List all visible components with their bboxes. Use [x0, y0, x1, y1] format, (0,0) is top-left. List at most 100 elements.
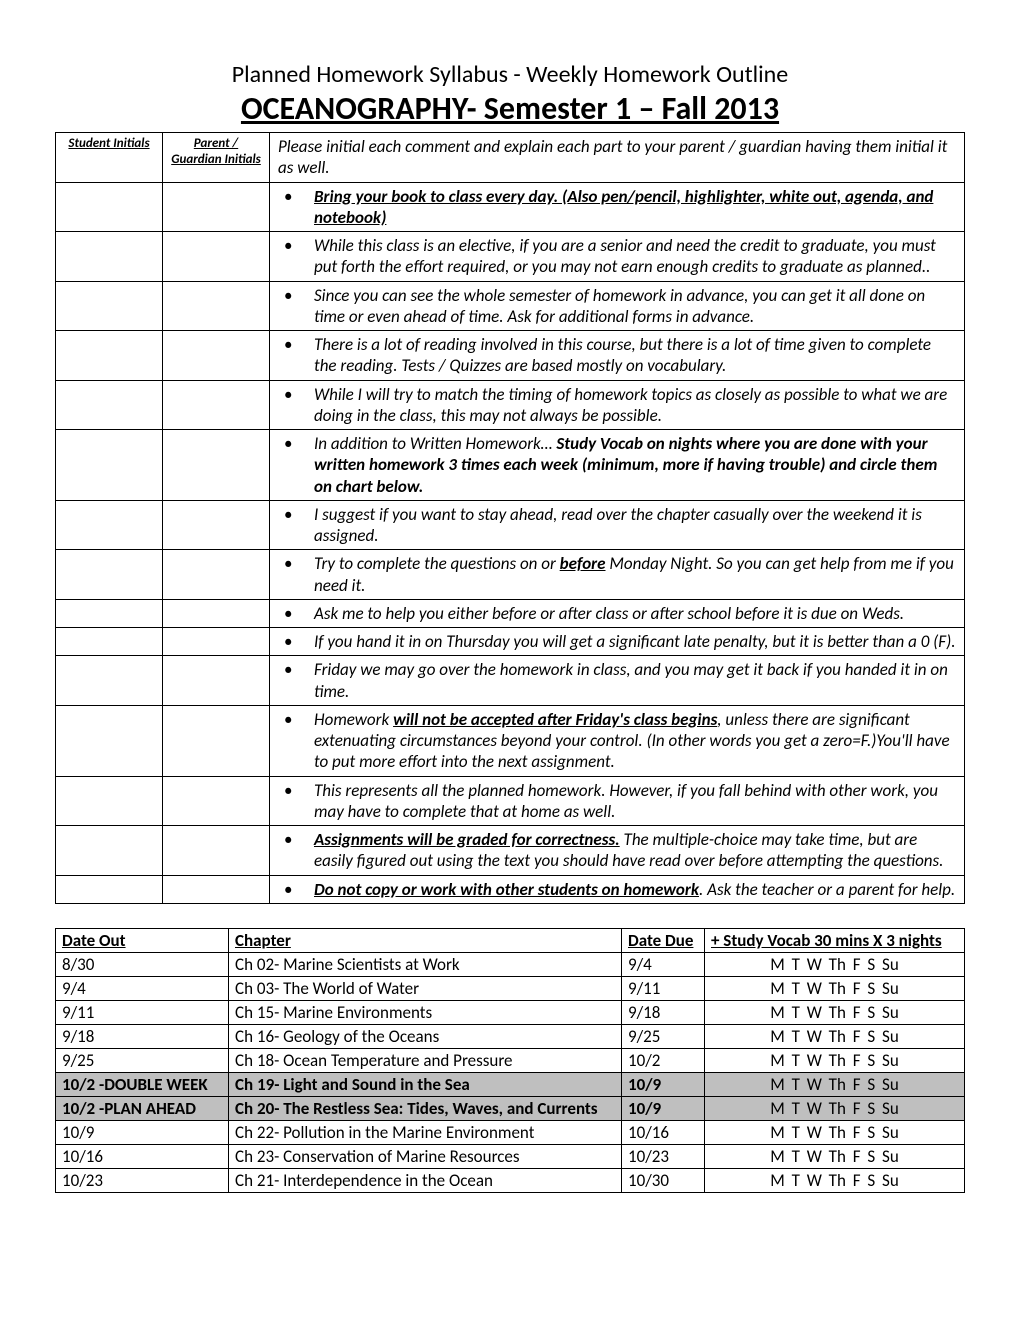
cell-datedue: 9/11 — [622, 976, 705, 1000]
cell-vocab-days: M T W Th F S Su — [705, 976, 965, 1000]
policy-text-bold: will not be accepted after Friday's clas… — [393, 709, 717, 730]
policy-row: •In addition to Written Homework… Study … — [270, 430, 965, 501]
initial-cell[interactable] — [163, 500, 270, 550]
initial-cell[interactable] — [163, 232, 270, 282]
initial-cell[interactable] — [163, 599, 270, 627]
cell-vocab-days: M T W Th F S Su — [705, 1024, 965, 1048]
policy-text: Bring your book to class every day. (Als… — [314, 186, 933, 228]
initial-cell[interactable] — [56, 500, 163, 550]
pretitle: Planned Homework Syllabus - Weekly Homew… — [55, 60, 965, 89]
schedule-row: 9/18Ch 16- Geology of the Oceans9/25M T … — [56, 1024, 965, 1048]
schedule-row: 9/4Ch 03- The World of Water9/11M T W Th… — [56, 976, 965, 1000]
policy-text: If you hand it in on Thursday you will g… — [314, 631, 956, 652]
cell-vocab-days: M T W Th F S Su — [705, 1000, 965, 1024]
policy-row: •Homework will not be accepted after Fri… — [270, 705, 965, 776]
initial-cell[interactable] — [163, 550, 270, 600]
cell-datedue: 10/9 — [622, 1072, 705, 1096]
cell-dateout: 9/11 — [56, 1000, 229, 1024]
cell-dateout: 8/30 — [56, 952, 229, 976]
policy-text: Homework — [314, 709, 393, 730]
policy-row: •Since you can see the whole semester of… — [270, 281, 965, 331]
cell-chapter: Ch 16- Geology of the Oceans — [229, 1024, 622, 1048]
student-initials-header: Student Initials — [56, 133, 163, 183]
initial-cell[interactable] — [56, 380, 163, 430]
initial-cell[interactable] — [56, 628, 163, 656]
policy-row: •I suggest if you want to stay ahead, re… — [270, 500, 965, 550]
policy-row: •Do not copy or work with other students… — [270, 875, 965, 903]
cell-datedue: 10/16 — [622, 1120, 705, 1144]
cell-vocab-days: M T W Th F S Su — [705, 1120, 965, 1144]
policy-text: While I will try to match the timing of … — [314, 384, 956, 427]
policy-text: There is a lot of reading involved in th… — [314, 334, 956, 377]
cell-dateout: 9/18 — [56, 1024, 229, 1048]
cell-datedue: 10/9 — [622, 1096, 705, 1120]
cell-vocab-days: M T W Th F S Su — [705, 1048, 965, 1072]
initial-cell[interactable] — [56, 232, 163, 282]
policy-table: Student Initials Parent / Guardian Initi… — [55, 132, 965, 904]
policy-row: •Ask me to help you either before or aft… — [270, 599, 965, 627]
initial-cell[interactable] — [56, 656, 163, 706]
intro-cell: Please initial each comment and explain … — [270, 133, 965, 183]
schedule-row: 10/23Ch 21- Interdependence in the Ocean… — [56, 1168, 965, 1192]
policy-text-bold: Assignments will be graded for correctne… — [314, 829, 620, 850]
initial-cell[interactable] — [163, 380, 270, 430]
cell-dateout: 10/2 -DOUBLE WEEK — [56, 1072, 229, 1096]
policy-text-bold: Do not copy or work with other students … — [314, 879, 699, 900]
cell-dateout: 9/4 — [56, 976, 229, 1000]
initial-cell[interactable] — [56, 599, 163, 627]
policy-text: Friday we may go over the homework in cl… — [314, 659, 956, 702]
initial-cell[interactable] — [56, 550, 163, 600]
initial-cell[interactable] — [163, 826, 270, 876]
cell-vocab-days: M T W Th F S Su — [705, 1096, 965, 1120]
cell-dateout: 9/25 — [56, 1048, 229, 1072]
cell-datedue: 9/25 — [622, 1024, 705, 1048]
initial-cell[interactable] — [163, 776, 270, 826]
initial-cell[interactable] — [56, 331, 163, 381]
initial-cell[interactable] — [56, 705, 163, 776]
cell-vocab-days: M T W Th F S Su — [705, 1072, 965, 1096]
cell-chapter: Ch 18- Ocean Temperature and Pressure — [229, 1048, 622, 1072]
initial-cell[interactable] — [56, 430, 163, 501]
initial-cell[interactable] — [56, 776, 163, 826]
header-dateout: Date Out — [56, 928, 229, 952]
cell-datedue: 9/18 — [622, 1000, 705, 1024]
policy-text: This represents all the planned homework… — [314, 780, 956, 823]
policy-text: Ask me to help you either before or afte… — [314, 603, 956, 624]
policy-text: I suggest if you want to stay ahead, rea… — [314, 504, 956, 547]
cell-datedue: 9/4 — [622, 952, 705, 976]
policy-row: •This represents all the planned homewor… — [270, 776, 965, 826]
initial-cell[interactable] — [56, 826, 163, 876]
cell-vocab-days: M T W Th F S Su — [705, 1144, 965, 1168]
cell-dateout: 10/9 — [56, 1120, 229, 1144]
schedule-row: 10/2 -DOUBLE WEEKCh 19- Light and Sound … — [56, 1072, 965, 1096]
cell-chapter: Ch 22- Pollution in the Marine Environme… — [229, 1120, 622, 1144]
policy-row: •While this class is an elective, if you… — [270, 232, 965, 282]
initial-cell[interactable] — [163, 182, 270, 232]
initial-cell[interactable] — [163, 628, 270, 656]
initial-cell[interactable] — [56, 875, 163, 903]
header-datedue: Date Due — [622, 928, 705, 952]
initial-cell[interactable] — [163, 331, 270, 381]
initial-cell[interactable] — [56, 182, 163, 232]
initial-cell[interactable] — [163, 656, 270, 706]
policy-text: Try to complete the questions on or — [314, 553, 560, 574]
schedule-table: Date Out Chapter Date Due + Study Vocab … — [55, 928, 965, 1193]
policy-row: •There is a lot of reading involved in t… — [270, 331, 965, 381]
initial-cell[interactable] — [163, 875, 270, 903]
policy-row: •Bring your book to class every day. (Al… — [270, 182, 965, 232]
policy-row: •If you hand it in on Thursday you will … — [270, 628, 965, 656]
policy-text-bold: before — [560, 553, 606, 574]
cell-chapter: Ch 20- The Restless Sea: Tides, Waves, a… — [229, 1096, 622, 1120]
policy-row: •Assignments will be graded for correctn… — [270, 826, 965, 876]
policy-text: In addition to Written Homework… — [314, 433, 556, 454]
initial-cell[interactable] — [163, 705, 270, 776]
policy-text: While this class is an elective, if you … — [314, 235, 956, 278]
initial-cell[interactable] — [163, 430, 270, 501]
schedule-row: 10/9Ch 22- Pollution in the Marine Envir… — [56, 1120, 965, 1144]
schedule-row: 9/25Ch 18- Ocean Temperature and Pressur… — [56, 1048, 965, 1072]
schedule-row: 10/16Ch 23- Conservation of Marine Resou… — [56, 1144, 965, 1168]
initial-cell[interactable] — [163, 281, 270, 331]
cell-vocab-days: M T W Th F S Su — [705, 952, 965, 976]
initial-cell[interactable] — [56, 281, 163, 331]
header-vocab: + Study Vocab 30 mins X 3 nights — [705, 928, 965, 952]
